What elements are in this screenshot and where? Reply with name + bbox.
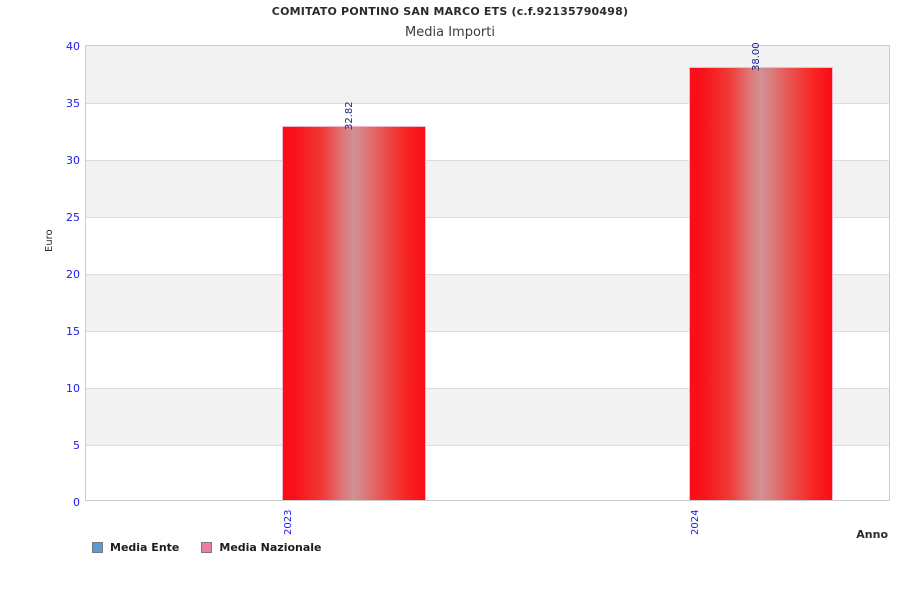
x-tick-label-2024: 2024 [690, 509, 701, 535]
legend-item-media-ente[interactable]: Media Ente [92, 541, 179, 554]
plot-area [85, 45, 890, 501]
chart-subtitle: Media Importi [405, 25, 495, 40]
y-axis-title: Euro [44, 229, 55, 252]
y-tick-label: 15 [66, 325, 80, 338]
x-tick-label-2023: 2023 [283, 509, 294, 535]
legend-swatch-media-ente [92, 542, 103, 553]
y-tick-label: 5 [73, 439, 80, 452]
bar-value-label-2024: 38.00 [751, 42, 762, 71]
legend-item-media-nazionale[interactable]: Media Nazionale [201, 541, 322, 554]
gridline [86, 331, 889, 332]
chart-legend: Media Ente Media Nazionale [92, 541, 322, 554]
gridline [86, 217, 889, 218]
y-tick-label: 30 [66, 154, 80, 167]
gridline [86, 160, 889, 161]
y-tick-label: 20 [66, 268, 80, 281]
legend-swatch-media-nazionale [201, 542, 213, 553]
gridline [86, 274, 889, 275]
gridline [86, 388, 889, 389]
y-tick-label: 10 [66, 382, 80, 395]
y-tick-label: 0 [73, 496, 80, 509]
y-axis-ticks: 40 35 30 25 20 15 10 5 0 [0, 41, 80, 508]
gridline [86, 103, 889, 104]
legend-label: Media Nazionale [219, 541, 322, 554]
gridline [86, 445, 889, 446]
chart-title: COMITATO PONTINO SAN MARCO ETS (c.f.9213… [271, 5, 629, 18]
x-axis-title: Anno [856, 528, 888, 541]
bar-2023[interactable] [282, 126, 426, 500]
bar-value-label-2023: 32.82 [344, 101, 355, 130]
y-tick-label: 25 [66, 211, 80, 224]
legend-label: Media Ente [110, 541, 180, 554]
y-tick-label: 40 [66, 40, 80, 53]
bar-2024[interactable] [689, 67, 833, 500]
y-tick-label: 35 [66, 97, 80, 110]
